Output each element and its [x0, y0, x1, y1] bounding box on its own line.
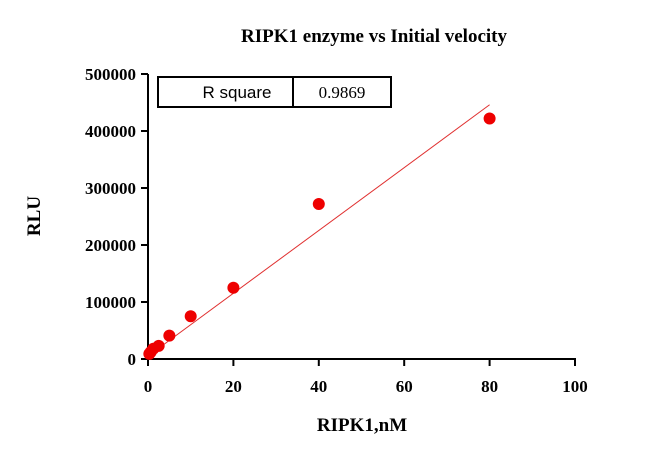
x-tick-label: 40: [310, 377, 327, 396]
x-tick-label: 80: [481, 377, 498, 396]
x-tick-label: 20: [225, 377, 242, 396]
axes: [147, 74, 576, 360]
y-axis-label: RLU: [24, 196, 45, 236]
stats-box-frame: [157, 76, 392, 108]
data-point: [227, 281, 240, 294]
data-point: [312, 197, 325, 210]
y-ticks: 0 100000 200000 300000 400000 500000: [85, 65, 148, 369]
y-tick-label: 300000: [85, 179, 136, 198]
x-tick-label: 100: [562, 377, 588, 396]
x-tick-label: 0: [144, 377, 153, 396]
fit-line: [147, 104, 490, 357]
y-tick-label: 500000: [85, 65, 136, 84]
chart-title: RIPK1 enzyme vs Initial velocity: [241, 26, 507, 47]
y-tick-label: 100000: [85, 293, 136, 312]
data-point: [184, 310, 197, 323]
stats-box-value: 0.9869: [319, 83, 366, 102]
data-point: [483, 112, 496, 125]
y-tick-label: 0: [128, 350, 137, 369]
data-point: [163, 329, 176, 342]
stats-box-label: R square: [203, 83, 272, 102]
y-tick-label: 200000: [85, 236, 136, 255]
stats-box: R square 0.9869: [157, 76, 392, 108]
x-tick-label: 60: [396, 377, 413, 396]
data-points: [143, 112, 496, 360]
x-ticks: 0 20 40 60 80 100: [144, 359, 588, 396]
data-point: [152, 339, 165, 352]
y-tick-label: 400000: [85, 122, 136, 141]
x-axis-label: RIPK1,nM: [317, 415, 407, 436]
